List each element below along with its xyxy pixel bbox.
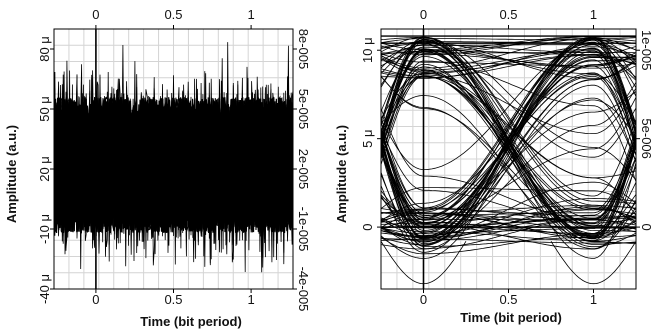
x-top-tick-label: 1 (247, 7, 254, 22)
y-tick-label: 50 μ (37, 96, 52, 122)
x-top-tick-label: 0.5 (499, 7, 517, 22)
y-right-tick-label: 8e-005 (296, 29, 311, 69)
y-tick-label: 0 (360, 223, 375, 230)
y-tick-label: 20 μ (37, 156, 52, 182)
y-right-tick-label: 5e-005 (296, 89, 311, 129)
y-axis-label: Amplitude (a.u.) (4, 125, 19, 223)
trace-group (54, 42, 293, 273)
x-top-tick-label: 0 (420, 7, 427, 22)
undershoot-trace (550, 240, 636, 285)
y-right-tick-label: 2e-005 (296, 149, 311, 189)
chart-2: 0 0.5 1 0 0.5 1 0 5 μ 10 μ 0 5e-006 1e-005 Time (bit… (334, 7, 654, 325)
x-top-tick-label: 0.5 (164, 7, 182, 22)
noise-trace (54, 98, 293, 233)
chart-1: 0 0.5 1 0 0.5 1 -40 μ -10 μ 20 μ 50 μ 80 μ -4e-005 -… (4, 7, 311, 329)
y-right-tick-label: 1e-005 (639, 30, 654, 70)
y-tick-label: -10 μ (37, 214, 52, 244)
y-tick-label: 80 μ (37, 36, 52, 62)
x-tick-label: 0.5 (499, 292, 517, 307)
y-right-tick-label: -1e-005 (296, 207, 311, 252)
noise-trace (54, 97, 293, 233)
y-tick-label: -40 μ (37, 274, 52, 304)
y-tick-label: 5 μ (360, 129, 375, 147)
y-right-tick-label: 0 (639, 223, 654, 230)
x-top-tick-label: 0 (92, 7, 99, 22)
x-tick-label: 0.5 (164, 292, 182, 307)
y-right-tick-label: -4e-005 (296, 267, 311, 312)
y-axis-label: Amplitude (a.u.) (334, 125, 349, 223)
y-tick-label: 10 μ (360, 37, 375, 63)
x-tick-label: 1 (247, 292, 254, 307)
x-tick-label: 0 (92, 292, 99, 307)
x-top-tick-label: 1 (590, 7, 597, 22)
x-axis-label: Time (bit period) (460, 310, 562, 325)
x-axis-label: Time (bit period) (140, 314, 242, 329)
x-tick-label: 1 (590, 292, 597, 307)
y-right-tick-label: 5e-006 (639, 118, 654, 158)
x-tick-label: 0 (420, 292, 427, 307)
